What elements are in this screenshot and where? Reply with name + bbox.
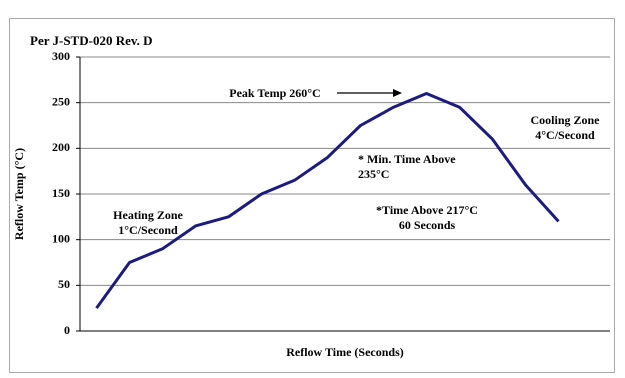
y-tick-label: 100	[52, 231, 70, 245]
annotation-arrowhead	[393, 89, 402, 97]
annotation: Heating Zone	[113, 208, 183, 222]
y-tick-label: 0	[64, 323, 70, 337]
y-tick-label: 250	[52, 94, 70, 108]
y-tick-label: 300	[52, 49, 70, 63]
annotation: *Time Above 217°C	[376, 203, 478, 217]
y-tick-label: 50	[58, 277, 70, 291]
y-tick-label: 200	[52, 140, 70, 154]
annotation: 60 Seconds	[399, 218, 456, 232]
y-axis-label: Reflow Temp (°C)	[12, 148, 26, 240]
x-axis-label: Reflow Time (Seconds)	[286, 345, 404, 359]
annotation: 235°C	[358, 167, 389, 181]
annotation: * Min. Time Above	[358, 152, 456, 166]
annotation: Cooling Zone	[530, 113, 600, 127]
data-line	[95, 92, 560, 310]
annotation: Peak Temp 260°C	[229, 86, 320, 100]
annotation: 1°C/Second	[118, 223, 178, 237]
y-tick-label: 150	[52, 186, 70, 200]
chart-border	[9, 18, 615, 373]
chart-title: Per J-STD-020 Rev. D	[30, 33, 153, 48]
annotation: 4°C/Second	[535, 128, 595, 142]
